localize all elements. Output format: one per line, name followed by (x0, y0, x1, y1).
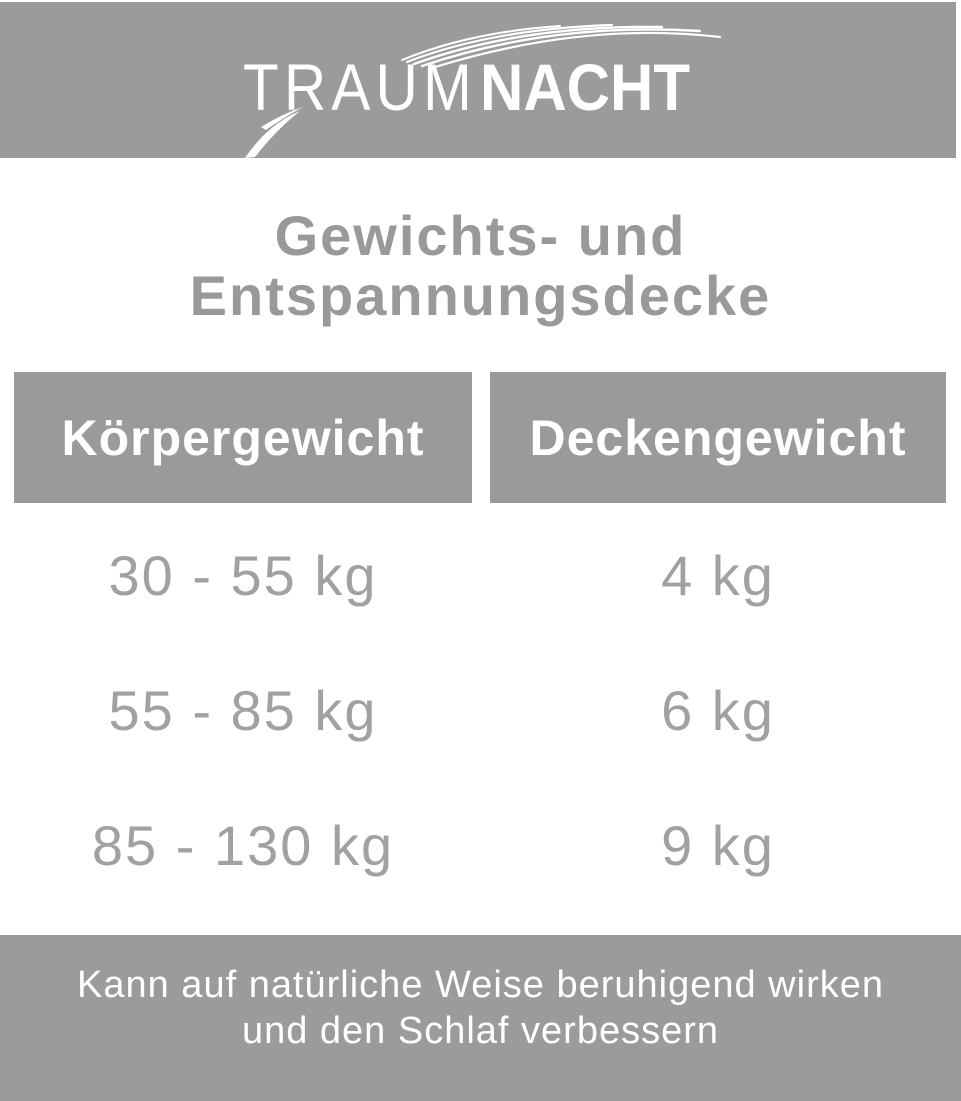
body-weight-value: 55 - 85 kg (108, 678, 378, 742)
logo-text-traum: TRAUM (243, 50, 477, 124)
table-row: 85 - 130 kg 9 kg (0, 812, 961, 878)
page-title: Gewichts- und Entspannungsdecke (0, 206, 961, 326)
column-header-blanket-weight: Deckengewicht (490, 372, 946, 503)
brand-logo: TRAUM NACHT (230, 10, 730, 160)
footer-text-line2: und den Schlaf verbessern (241, 1010, 720, 1052)
blanket-weight-value: 6 kg (661, 678, 775, 742)
footer-banner: Kann auf natürliche Weise beruhigend wir… (0, 935, 961, 1101)
blanket-weight-value: 9 kg (661, 813, 775, 877)
body-weight-value: 30 - 55 kg (108, 543, 378, 607)
body-weight-value: 85 - 130 kg (91, 813, 395, 877)
page-title-line1: Gewichts- und (274, 204, 687, 267)
page-title-line2: Entspannungsdecke (189, 264, 772, 327)
table-row: 55 - 85 kg 6 kg (0, 677, 961, 743)
table-row: 30 - 55 kg 4 kg (0, 542, 961, 608)
logo-text-nacht: NACHT (480, 50, 690, 124)
blanket-weight-value: 4 kg (661, 543, 775, 607)
column-header-body-weight: Körpergewicht (14, 372, 472, 503)
logo-swoosh-arcs-icon (401, 23, 722, 70)
brand-banner: TRAUM NACHT (0, 2, 956, 158)
column-header-label: Körpergewicht (61, 409, 425, 466)
logo-swoosh-tail-icon (245, 107, 303, 158)
traumnacht-logo: TRAUM NACHT (243, 23, 722, 158)
footer-text-line1: Kann auf natürliche Weise beruhigend wir… (77, 964, 884, 1006)
column-header-label: Deckengewicht (529, 409, 907, 466)
